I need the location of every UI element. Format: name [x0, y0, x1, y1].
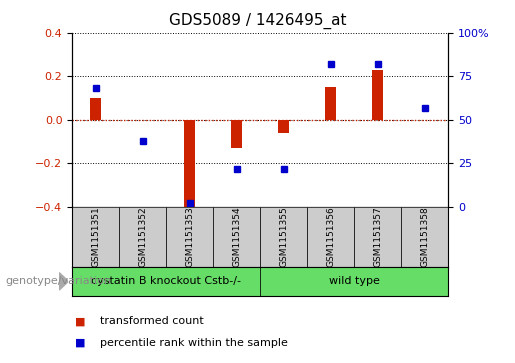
Text: GSM1151354: GSM1151354: [232, 207, 241, 267]
Bar: [213, 207, 260, 267]
Bar: [324, 87, 336, 120]
Text: cystatin B knockout Cstb-/-: cystatin B knockout Cstb-/-: [91, 276, 241, 286]
Text: genotype/variation: genotype/variation: [5, 276, 111, 286]
Text: ■: ■: [75, 338, 85, 348]
Text: GDS5089 / 1426495_at: GDS5089 / 1426495_at: [169, 13, 346, 29]
Bar: [231, 120, 243, 148]
Text: percentile rank within the sample: percentile rank within the sample: [100, 338, 288, 348]
Bar: [72, 267, 260, 296]
Text: GSM1151356: GSM1151356: [326, 207, 335, 267]
Bar: [260, 267, 448, 296]
Bar: [119, 207, 166, 267]
Bar: [401, 207, 448, 267]
Text: GSM1151358: GSM1151358: [420, 207, 429, 267]
Bar: [354, 207, 401, 267]
Polygon shape: [59, 273, 68, 290]
Text: wild type: wild type: [329, 276, 380, 286]
Text: ■: ■: [75, 316, 85, 326]
Text: GSM1151355: GSM1151355: [279, 207, 288, 267]
Bar: [184, 120, 196, 211]
Bar: [278, 120, 289, 133]
Bar: [372, 70, 384, 120]
Text: GSM1151352: GSM1151352: [138, 207, 147, 267]
Text: transformed count: transformed count: [100, 316, 204, 326]
Text: GSM1151351: GSM1151351: [91, 207, 100, 267]
Bar: [90, 98, 101, 120]
Text: GSM1151357: GSM1151357: [373, 207, 382, 267]
Bar: [166, 207, 213, 267]
Bar: [72, 207, 119, 267]
Bar: [260, 207, 307, 267]
Text: GSM1151353: GSM1151353: [185, 207, 194, 267]
Bar: [307, 207, 354, 267]
